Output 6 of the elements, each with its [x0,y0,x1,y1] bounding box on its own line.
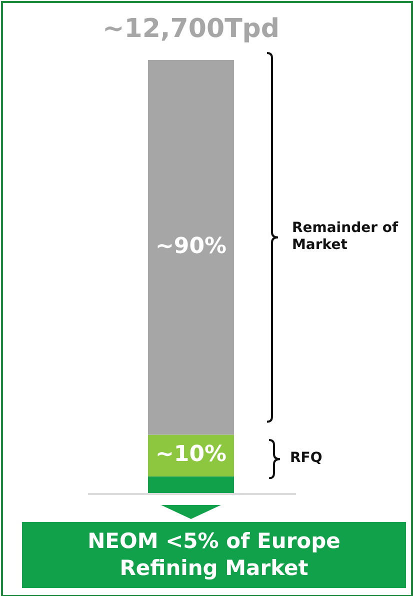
data-label: ~10% [155,442,227,468]
chart-title: ~12,700Tpd [101,14,281,44]
text: NEOM <5% of Europe Refining Market [22,522,406,588]
annotation: Remainder of Market [292,220,400,254]
annotation: RFQ [290,450,324,468]
data-label: ~90% [155,234,227,260]
